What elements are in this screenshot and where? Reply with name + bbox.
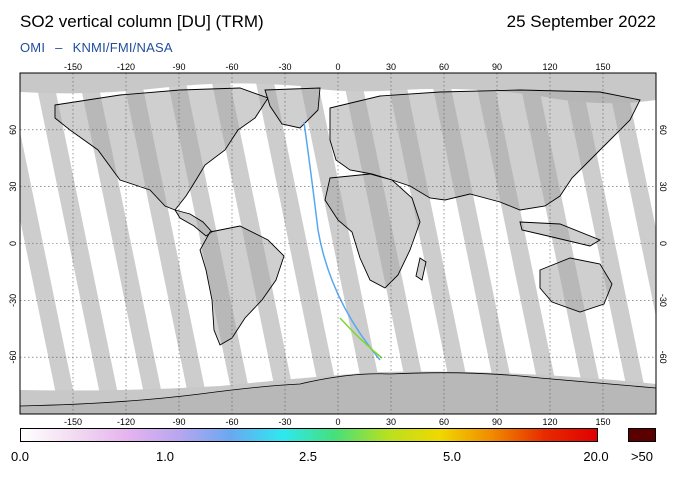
longitude-tick-label: 60 [439,417,449,426]
colorbar-tick-label: >50 [630,449,654,464]
latitude-tick-label: -30 [8,294,18,307]
latitude-tick-label: 30 [8,182,18,192]
orbit-gap-swath [34,73,122,414]
orbit-gap-swath [254,73,342,414]
madagascar-landmass [415,257,427,281]
so2-plume-track [303,121,381,361]
longitude-tick-label: -90 [172,417,185,426]
longitude-tick-label: -120 [117,62,135,72]
colorbar-tick-label: 5.0 [442,449,462,464]
date-label: 25 September 2022 [506,12,656,31]
latitude-tick-label: 0 [8,241,18,246]
australia-landmass [539,257,613,313]
longitude-tick-label: -30 [278,62,291,72]
colorbar-tick-label: 20.0 [583,449,609,464]
latitude-labels-right: 60 30 0 -30 -60 [658,125,668,364]
longitude-tick-label: 90 [492,417,502,426]
continent-outlines [54,87,641,346]
so2-colorbar [20,428,598,442]
credit-institutions: KNMI/FMI/NASA [72,40,173,55]
colorbar-tick-label: 1.0 [155,449,175,464]
longitude-labels-bottom: -150 -120 -90 -60 -30 0 30 60 90 120 150 [64,417,611,426]
maritime-asia-landmass [519,221,602,247]
longitude-tick-label: 150 [595,417,610,426]
latitude-tick-label: 60 [658,125,668,135]
latitude-tick-label: 0 [658,241,668,246]
longitude-tick-label: -150 [64,62,82,72]
orbit-gap-swath [606,73,656,317]
longitude-tick-label: -60 [225,417,238,426]
so2-world-map: -150 -120 -90 -60 -30 0 30 60 90 120 150 -150 -120-… [8,62,668,426]
latitude-labels-left: 60 30 0 -30 -60 [8,125,18,364]
longitude-tick-label: 60 [439,62,449,72]
longitude-tick-label: 0 [335,62,340,72]
north-america-landmass [54,87,269,211]
credit-separator: – [55,40,63,55]
longitude-tick-label: 90 [492,62,502,72]
orbit-gap-swath [78,73,166,414]
map-frame [19,72,657,415]
longitude-labels-top: -150 -120 -90 -60 -30 0 30 60 90 120 150 [64,62,611,72]
credit-instrument: OMI [20,40,46,55]
longitude-tick-label: 120 [542,62,557,72]
latitude-tick-label: -30 [658,294,668,307]
colorbar-tick-label: 0.0 [10,449,30,464]
africa-landmass [324,173,421,289]
colorbar-over-box [628,428,656,442]
latitude-tick-label: -60 [658,351,668,364]
map-plot-area [20,73,656,414]
orbit-gap-swath [20,131,78,414]
longitude-tick-label: 30 [386,62,396,72]
colorbar-tick-label: 2.5 [298,449,318,464]
longitude-tick-label: 150 [595,62,610,72]
longitude-tick-label: -30 [278,417,291,426]
latitude-tick-label: 30 [658,182,668,192]
longitude-tick-label: 30 [386,417,396,426]
longitude-tick-label: -120 [117,417,135,426]
orbit-gap-swath [650,73,656,103]
orbit-gap-swath [298,73,386,414]
credit-line: OMI – KNMI/FMI/NASA [20,40,173,55]
longitude-tick-label: 0 [335,417,340,426]
graticule-lines [20,73,656,414]
map-title: SO2 vertical column [DU] (TRM) [20,12,264,31]
so2-plume-tail [339,317,383,359]
longitude-tick-label: -60 [225,62,238,72]
longitude-tick-label: 120 [542,417,557,426]
eurasia-landmass [329,89,641,211]
longitude-tick-label: -150 [64,417,82,426]
south-america-landmass [199,225,285,346]
greenland-landmass [264,87,321,129]
longitude-tick-label: -90 [172,62,185,72]
latitude-tick-label: -60 [8,351,18,364]
latitude-tick-label: 60 [8,125,18,135]
